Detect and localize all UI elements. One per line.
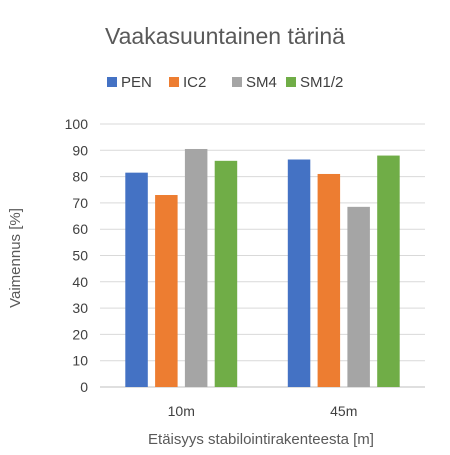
- y-tick-label: 50: [72, 248, 88, 264]
- bar-sm4-45m: [347, 206, 370, 387]
- gridlines: [100, 123, 425, 388]
- legend-swatch-pen: [107, 77, 117, 87]
- x-tick-label: 10m: [168, 403, 195, 419]
- y-tick-label: 20: [72, 326, 88, 342]
- y-tick-label: 60: [72, 221, 88, 237]
- legend-swatch-ic2: [169, 77, 179, 87]
- y-axis-ticks: 0 10 20 30 40 50 60 70 80 90 100: [65, 116, 89, 395]
- x-axis-title: Etäisyys stabilointirakenteesta [m]: [148, 431, 374, 448]
- y-tick-label: 80: [72, 169, 88, 185]
- bar-pen-10m: [125, 172, 148, 387]
- bar-pen-45m: [287, 159, 311, 387]
- y-tick-label: 100: [65, 116, 89, 132]
- x-axis-ticks: 10m 45m: [168, 403, 358, 419]
- y-tick-label: 0: [80, 379, 88, 395]
- legend-swatch-sm4: [232, 77, 242, 87]
- bar-sm1-2-10m: [214, 160, 238, 387]
- x-tick-label: 45m: [330, 403, 357, 419]
- bar-sm4-10m: [184, 148, 208, 387]
- y-tick-label: 30: [72, 300, 88, 316]
- y-tick-label: 90: [72, 142, 88, 158]
- bar-sm1-2-45m: [377, 155, 400, 387]
- legend-label-ic2: IC2: [183, 74, 206, 91]
- y-tick-label: 70: [72, 195, 88, 211]
- y-tick-label: 10: [72, 353, 88, 369]
- legend-label-sm4: SM4: [246, 74, 277, 91]
- legend-label-sm1-2: SM1/2: [300, 74, 343, 91]
- bar-ic2-10m: [155, 195, 178, 387]
- legend-swatch-sm1-2: [286, 77, 296, 87]
- chart-title: Vaakasuuntainen tärinä: [105, 23, 345, 49]
- bars: [125, 148, 400, 387]
- legend: PEN IC2 SM4 SM1/2: [107, 74, 343, 91]
- legend-label-pen: PEN: [121, 74, 152, 91]
- y-tick-label: 40: [72, 274, 88, 290]
- y-axis-title: Vaimennus [%]: [7, 208, 24, 308]
- bar-ic2-45m: [317, 173, 341, 387]
